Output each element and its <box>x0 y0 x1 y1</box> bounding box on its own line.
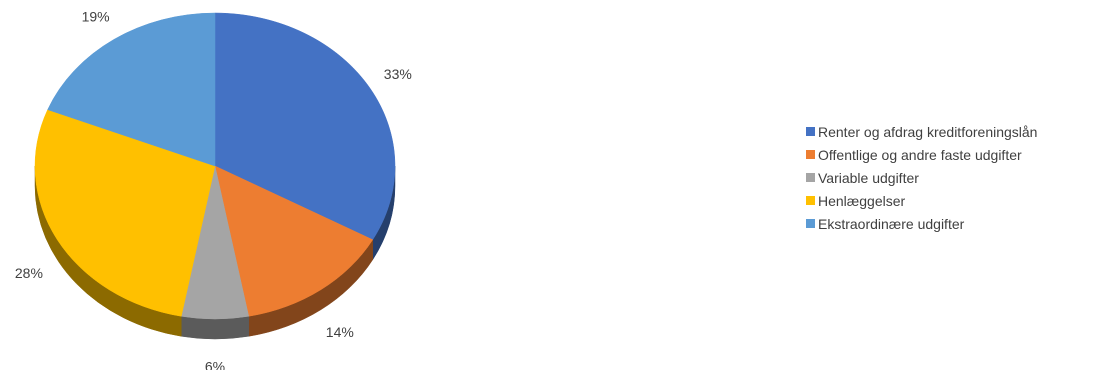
legend-swatch-henlaeggelser <box>806 196 815 205</box>
data-label-offentlige: 14% <box>326 324 354 340</box>
pie-slice-offentlige <box>214 165 374 317</box>
legend-label-variable: Variable udgifter <box>818 169 919 186</box>
legend-item-ekstraordinaere: Ekstraordinære udgifter <box>806 212 1037 235</box>
legend-item-renter: Renter og afdrag kreditforeningslån <box>806 120 1037 143</box>
legend-item-henlaeggelser: Henlæggelser <box>806 189 1037 212</box>
legend-swatch-offentlige <box>806 150 815 159</box>
legend-item-offentlige: Offentlige og andre faste udgifter <box>806 143 1037 166</box>
pie-data-labels: 33% 14% 6% 28% 19% <box>15 9 412 370</box>
pie-slice-henlaeggelser <box>34 109 216 317</box>
legend-label-renter: Renter og afdrag kreditforeningslån <box>818 123 1038 140</box>
pie-side-variable <box>181 315 249 340</box>
pie-top-faces <box>34 12 396 320</box>
data-label-variable: 6% <box>205 359 225 370</box>
data-label-henlaeggelser: 28% <box>15 265 43 281</box>
legend-label-ekstraordinaere: Ekstraordinære udgifter <box>818 215 965 232</box>
data-label-renter: 33% <box>384 66 412 82</box>
pie-side-walls <box>34 165 396 340</box>
legend-swatch-variable <box>806 173 815 182</box>
pie-slice-renter <box>214 12 396 241</box>
legend-item-variable: Variable udgifter <box>806 166 1037 189</box>
legend-label-offentlige: Offentlige og andre faste udgifter <box>818 146 1022 163</box>
legend-swatch-renter <box>806 127 815 136</box>
legend-label-henlaeggelser: Henlæggelser <box>818 192 906 209</box>
data-label-ekstraordinaere: 19% <box>82 9 110 25</box>
pie-slice-ekstraordinaere <box>47 12 216 167</box>
legend: Renter og afdrag kreditforeningslån Offe… <box>806 120 1037 235</box>
legend-swatch-ekstraordinaere <box>806 219 815 228</box>
